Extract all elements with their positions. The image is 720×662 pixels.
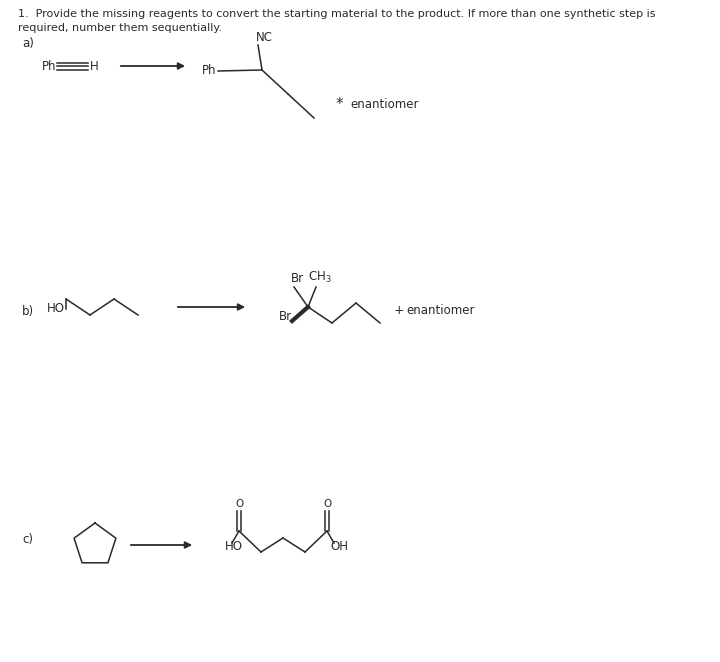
Text: Br: Br (279, 310, 292, 324)
Text: +: + (394, 305, 405, 318)
Text: *: * (336, 97, 343, 111)
Text: required, number them sequentially.: required, number them sequentially. (18, 23, 222, 33)
Text: a): a) (22, 38, 34, 50)
Text: enantiomer: enantiomer (406, 305, 474, 318)
Text: 1.  Provide the missing reagents to convert the starting material to the product: 1. Provide the missing reagents to conve… (18, 9, 655, 19)
Text: b): b) (22, 305, 34, 318)
Text: O: O (235, 499, 243, 509)
Text: OH: OH (330, 540, 348, 553)
Text: c): c) (22, 534, 33, 547)
Text: Ph: Ph (42, 60, 56, 73)
Text: H: H (90, 60, 99, 73)
Text: CH$_3$: CH$_3$ (308, 270, 332, 285)
Text: enantiomer: enantiomer (350, 97, 418, 111)
Text: O: O (323, 499, 331, 509)
Text: Br: Br (291, 272, 304, 285)
Text: HO: HO (225, 540, 243, 553)
Text: NC: NC (256, 31, 273, 44)
Text: Ph: Ph (202, 64, 217, 77)
Text: HO: HO (47, 303, 65, 316)
